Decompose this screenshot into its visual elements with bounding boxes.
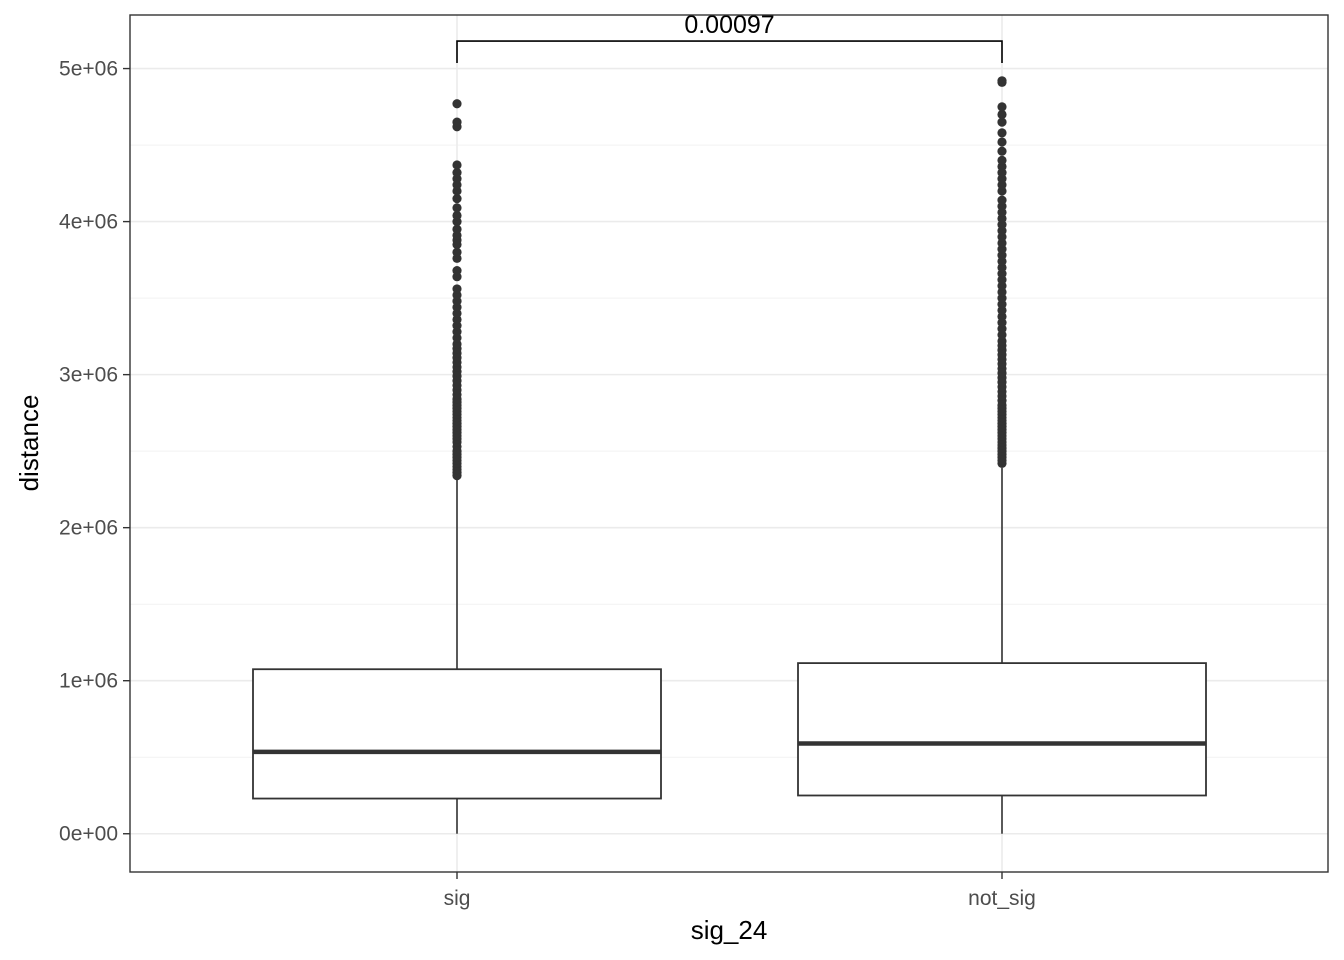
outlier-point [452,247,462,257]
y-tick-label: 1e+06 [59,670,118,693]
x-tick-label: sig [444,887,471,910]
outlier-point [452,284,462,294]
y-tick-label: 0e+00 [59,823,118,846]
outlier-point [452,265,462,276]
axes: 0e+00 1e+06 2e+06 3e+06 4e+06 5e+06 sig not_sig [59,58,1036,910]
outlier-point [997,117,1007,127]
outlier-point [452,203,462,213]
outlier-point [997,195,1007,205]
panel-border [129,14,1329,873]
outlier-point [452,168,462,178]
outlier-point [452,194,462,204]
outlier-point [452,99,462,109]
outlier-point [997,155,1007,165]
y-axis-title: distance [14,395,44,492]
y-tick-label: 4e+06 [59,211,118,234]
outlier-point [452,160,462,170]
y-tick-label: 3e+06 [59,364,118,387]
outlier-point [452,117,462,127]
outlier-point [997,102,1007,112]
box-not_sig [797,76,1207,834]
y-tick-label: 2e+06 [59,517,118,540]
outlier-point [452,210,462,221]
outlier-point [997,109,1007,120]
x-axis-title: sig_24 [691,915,768,945]
outlier-point [452,224,462,234]
box-sig [252,99,662,834]
outlier-point [997,146,1007,156]
outlier-point [997,137,1007,147]
box-iqr [797,662,1207,797]
outlier-point [997,128,1007,138]
bracket-line [456,40,1003,64]
box-iqr [252,668,662,800]
outlier-point [997,76,1007,86]
x-tick-label: not_sig [968,887,1036,910]
boxes [252,76,1207,834]
y-tick-label: 5e+06 [59,58,118,81]
gridlines [130,15,1328,872]
